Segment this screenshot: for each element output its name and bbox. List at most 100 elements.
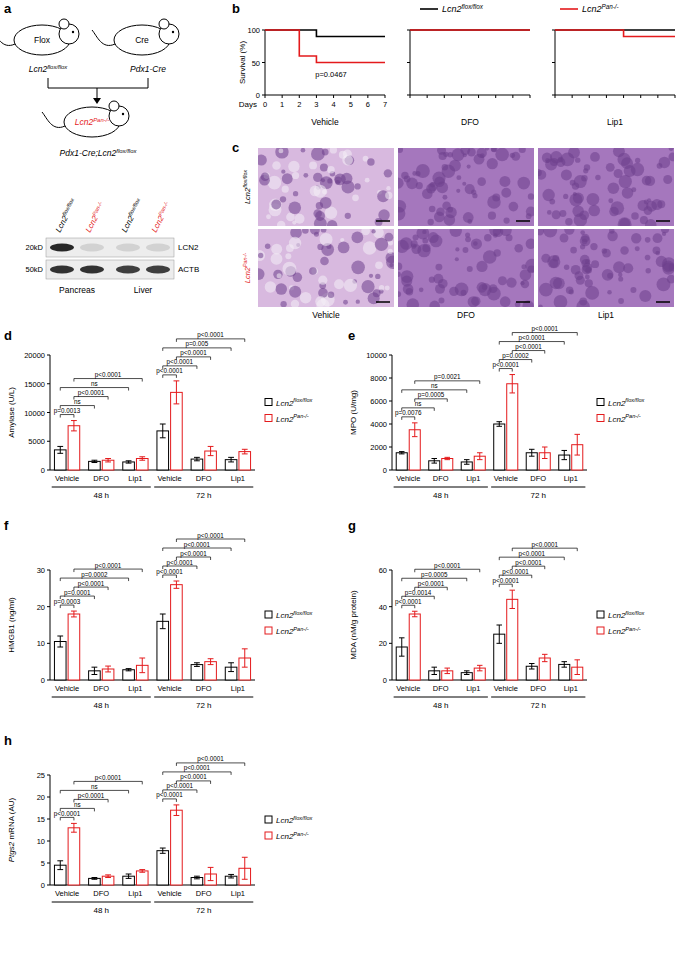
text-part: 20 xyxy=(379,639,387,648)
tissue-texture xyxy=(327,166,334,173)
text-part: DFO xyxy=(433,684,449,693)
error-cap xyxy=(160,848,166,849)
error-stem xyxy=(142,457,143,460)
bar xyxy=(396,453,407,470)
tissue-texture xyxy=(367,158,374,165)
scale-bar xyxy=(516,220,530,222)
text-part: Amylase (U/L) xyxy=(7,387,16,438)
text-part: 0 xyxy=(263,100,267,109)
x-axis xyxy=(392,470,587,471)
comparison-bracket xyxy=(60,388,128,391)
text-part: Vehicle xyxy=(311,117,339,127)
error-cap xyxy=(444,459,450,460)
text-part: Lip1 xyxy=(466,474,480,483)
y-tick xyxy=(407,30,410,31)
tissue-texture xyxy=(590,243,597,250)
tissue-texture xyxy=(645,237,651,243)
y-axis xyxy=(50,775,51,885)
tissue-texture xyxy=(413,234,419,240)
error-cap xyxy=(228,874,234,875)
p-value: p<0.0001 xyxy=(95,774,122,782)
tissue-texture xyxy=(575,157,580,162)
comparison-bracket xyxy=(499,557,564,560)
tissue-texture xyxy=(303,173,308,178)
text-part: 0 xyxy=(383,466,387,475)
p-value: p<0.0001 xyxy=(515,343,542,351)
error-cap xyxy=(71,832,77,833)
error-cap xyxy=(71,420,77,421)
category-label: DFO xyxy=(433,474,449,483)
text-part: p<0.0001 xyxy=(515,559,542,567)
error-cap xyxy=(139,658,145,659)
tissue-texture xyxy=(574,175,587,188)
blot-band xyxy=(80,266,104,274)
error-cap xyxy=(464,464,470,465)
arrow-head xyxy=(93,98,101,104)
tissue-texture xyxy=(465,184,475,194)
comparison-bracket xyxy=(402,408,435,411)
tissue-texture xyxy=(315,296,326,307)
error-stem xyxy=(466,671,467,675)
legend-label: Lcn2flox/flox xyxy=(608,610,645,620)
tissue-texture xyxy=(472,193,477,198)
comparison-bracket xyxy=(163,790,197,793)
p-value: p=0.0014 xyxy=(405,589,432,597)
tissue-texture xyxy=(265,281,276,292)
legend-swatch xyxy=(597,415,604,422)
tissue-texture xyxy=(328,292,335,299)
error-bar xyxy=(71,611,77,617)
blot-band xyxy=(116,244,140,252)
text-part: p<0.0001 xyxy=(197,755,224,763)
tissue-texture xyxy=(436,182,448,194)
category-label: Vehicle xyxy=(157,684,181,693)
text-part: Lcn2 xyxy=(54,214,70,234)
bar xyxy=(507,599,518,680)
comparison-bracket xyxy=(74,799,108,802)
error-cap xyxy=(126,668,132,669)
tissue-texture xyxy=(549,259,558,268)
tissue-texture xyxy=(663,175,672,184)
tissue-texture xyxy=(528,266,534,274)
tissue-texture xyxy=(585,275,590,280)
tissue-texture xyxy=(485,148,489,151)
tissue-texture xyxy=(295,214,305,224)
error-stem xyxy=(434,667,435,674)
tissue-texture xyxy=(280,196,286,202)
tissue-texture xyxy=(271,200,281,210)
tissue-bg xyxy=(538,229,674,307)
error-cap xyxy=(208,658,214,659)
blot-band xyxy=(80,244,104,252)
text-part: 20kD xyxy=(25,243,43,252)
x-axis xyxy=(392,680,587,681)
y-tick xyxy=(47,643,50,644)
tissue-texture xyxy=(521,264,526,269)
tissue-texture xyxy=(314,217,327,226)
group-line xyxy=(52,697,151,698)
comparison-bracket xyxy=(163,366,197,369)
text-part: 48 h xyxy=(433,701,449,710)
error-bar xyxy=(139,658,145,673)
error-cap xyxy=(228,461,234,462)
error-bar xyxy=(57,446,63,453)
x-tick xyxy=(461,95,462,98)
text-part: Lcn2 xyxy=(608,627,626,636)
bar-chart: h0510152025Ptgs2 mRNA (AU)VehicleDFOLip1… xyxy=(4,733,313,915)
error-bar xyxy=(242,857,248,879)
category-label: Vehicle xyxy=(494,684,518,693)
tissue-texture xyxy=(509,202,519,212)
error-bar xyxy=(477,665,483,671)
error-stem xyxy=(544,654,545,661)
legend-label: Lcn2flox/flox xyxy=(442,3,484,14)
y-tick-label: 40 xyxy=(379,603,387,612)
category-label: DFO xyxy=(93,474,109,483)
error-stem xyxy=(244,649,245,667)
p-value: p<0.0001 xyxy=(493,577,520,585)
text-part: ns xyxy=(431,382,438,389)
error-bar xyxy=(529,449,535,456)
error-bar xyxy=(561,450,567,459)
tissue-texture xyxy=(619,175,632,188)
text-part: 6000 xyxy=(370,397,387,406)
lane-label: Lcn2flox/flox xyxy=(119,197,145,234)
error-bar xyxy=(242,449,248,454)
text-part: p<0.0001 xyxy=(197,331,224,339)
